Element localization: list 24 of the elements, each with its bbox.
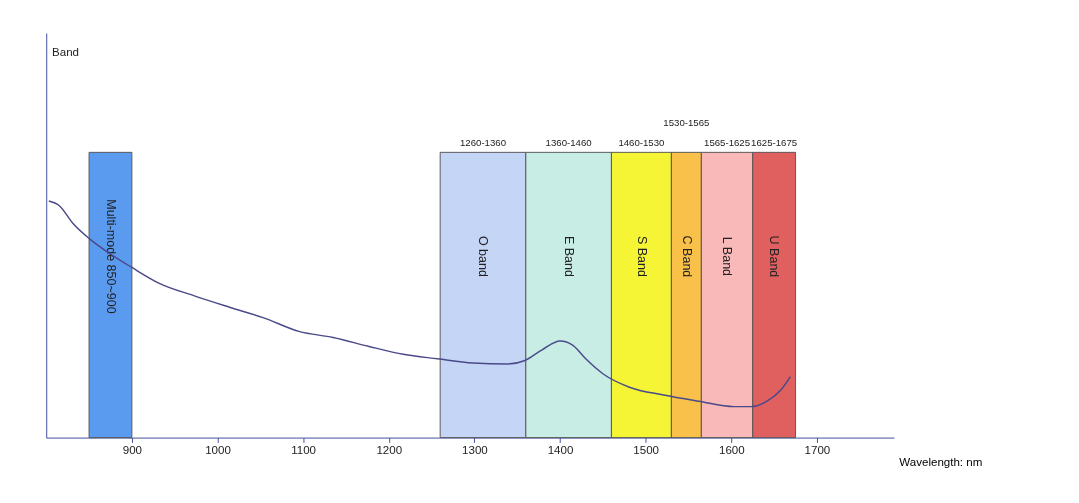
text: 1460-1530	[618, 136, 665, 148]
band-label: Multi-mode 850~900	[103, 199, 118, 314]
text: 1360-1460	[545, 136, 592, 148]
band-label: E Band	[561, 235, 576, 277]
x-tick-label: 900	[122, 443, 142, 456]
band-label: C Band	[679, 235, 694, 278]
text: 1565-1625	[704, 136, 751, 148]
text: Band	[52, 46, 79, 59]
x-axis-title: Wavelength: nm	[899, 456, 983, 469]
band-label: S Band	[634, 235, 649, 277]
x-tick-label: 1000	[205, 443, 231, 456]
text: 1625-1675	[751, 136, 798, 148]
x-tick-label: 1500	[633, 443, 660, 456]
x-tick-label: 1600	[718, 443, 745, 456]
x-tick-label: 1200	[376, 443, 403, 456]
band-label: L Band	[720, 236, 735, 277]
x-tick-label: 1300	[462, 443, 488, 456]
x-tick-label: 1700	[804, 443, 831, 456]
x-tick-label: 1100	[291, 443, 317, 456]
band-label: U Band	[767, 235, 782, 278]
text: 1260-1360	[459, 136, 506, 148]
band-label: O band	[476, 235, 491, 277]
x-tick-label: 1400	[547, 443, 574, 456]
text: 1530-1565	[663, 117, 710, 129]
